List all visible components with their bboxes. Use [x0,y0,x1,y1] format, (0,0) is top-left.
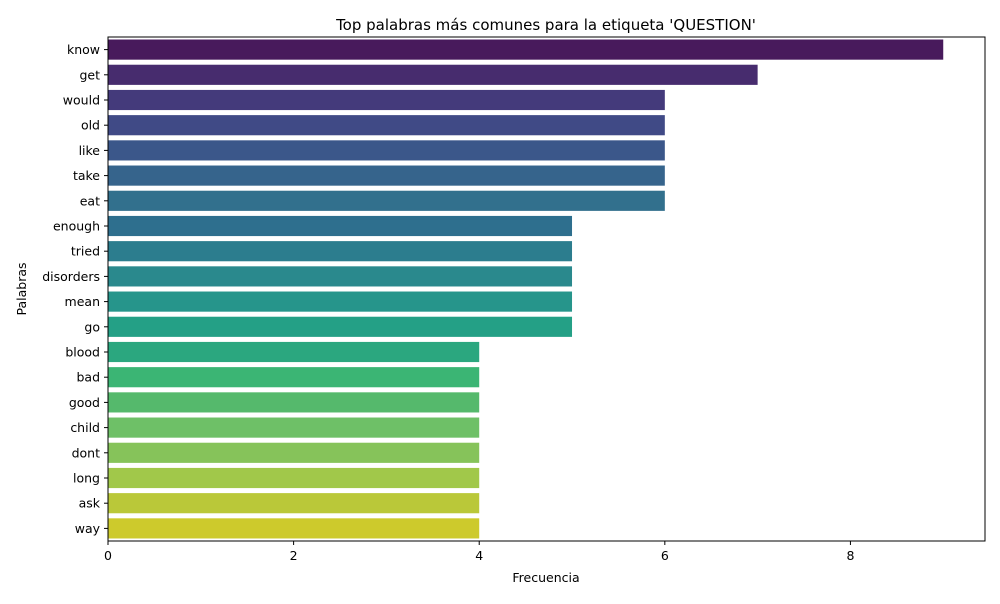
y-tick-label-tried: tried [71,244,100,259]
x-tick-label-6: 6 [661,548,669,563]
y-tick-label-old: old [81,118,100,133]
bar-long [108,467,480,489]
bar-eat [108,190,665,211]
y-tick-label-disorders: disorders [42,269,100,284]
y-tick-label-enough: enough [53,219,100,234]
bar-bad [108,367,480,388]
bar-tried [108,241,573,262]
y-tick-label-good: good [69,395,100,410]
x-tick-label-4: 4 [475,548,483,563]
y-tick-label-go: go [84,319,100,334]
y-tick-label-ask: ask [79,496,101,511]
x-tick-label-2: 2 [290,548,298,563]
y-tick-label-way: way [75,521,101,536]
y-tick-label-child: child [70,420,100,435]
bar-blood [108,341,480,363]
bar-enough [108,215,573,237]
y-axis-label: Palabras [14,262,29,315]
bar-take [108,165,665,186]
bar-old [108,115,665,136]
bar-good [108,392,480,413]
bar-mean [108,291,573,312]
bar-get [108,64,758,85]
y-tick-label-long: long [73,471,100,486]
y-tick-label-blood: blood [65,345,100,360]
x-tick-label-0: 0 [104,548,112,563]
y-tick-label-get: get [79,67,100,82]
y-axis-ticks: know get would old like take eat enough tried dis… [42,42,108,536]
y-tick-label-mean: mean [65,294,100,309]
bar-disorders [108,266,573,287]
x-axis-ticks: 0 2 4 6 8 [104,541,854,563]
x-axis-label: Frecuencia [512,570,579,585]
y-tick-label-eat: eat [80,193,100,208]
y-tick-label-know: know [67,42,100,57]
y-tick-label-bad: bad [76,370,100,385]
y-tick-label-dont: dont [72,445,101,460]
bar-dont [108,442,480,463]
plot-frame [107,36,986,542]
y-tick-label-like: like [79,143,101,158]
bar-child [108,417,480,438]
bar-way [108,518,480,539]
x-tick-label-8: 8 [846,548,854,563]
bar-go [108,316,573,337]
bar-know [108,39,944,60]
bar-like [108,140,665,161]
bars [108,39,944,539]
y-tick-label-take: take [73,168,100,183]
bar-would [108,89,665,111]
y-tick-label-would: would [63,93,100,108]
bar-ask [108,493,480,514]
chart-title: Top palabras más comunes para la etiquet… [335,16,756,34]
